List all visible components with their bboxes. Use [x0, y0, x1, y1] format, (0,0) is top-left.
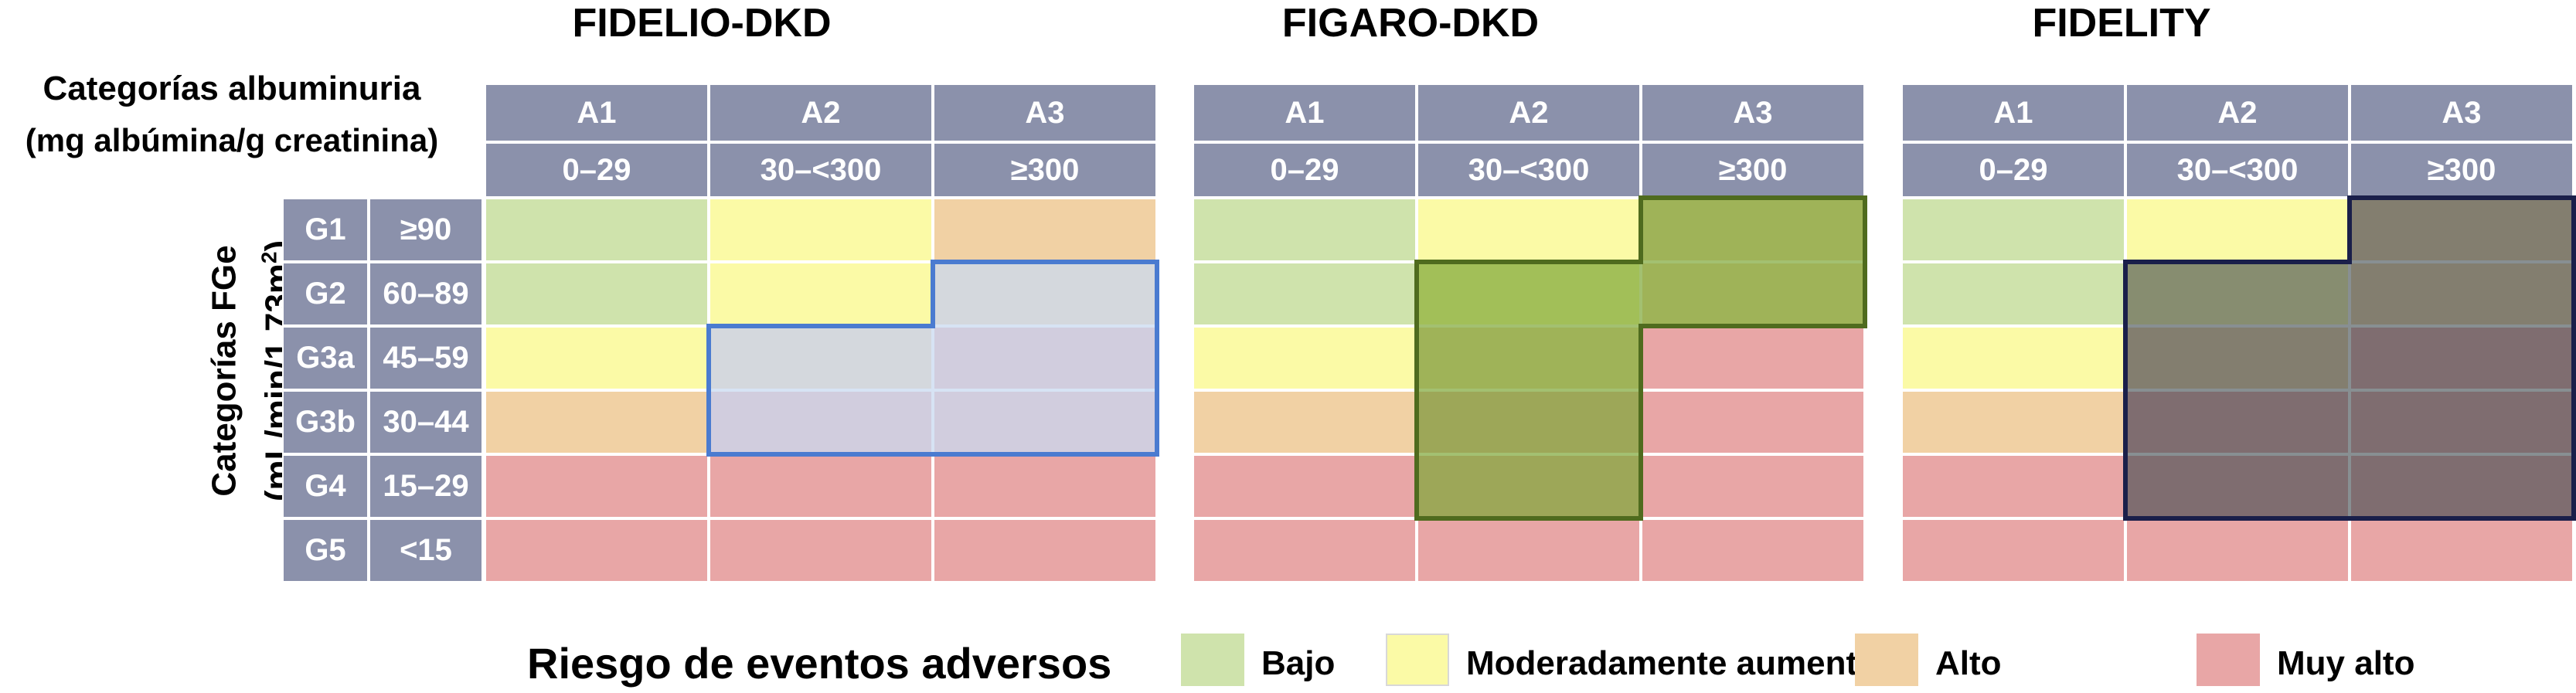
population-cell — [2350, 326, 2574, 390]
gfr-row-code: G4 — [282, 454, 369, 518]
trial-title-fidelity: FIDELITY — [2032, 1, 2211, 46]
risk-cell-low — [485, 262, 709, 326]
risk-cell-low — [1193, 198, 1417, 262]
population-cell — [933, 262, 1157, 326]
legend-swatch-high — [1855, 634, 1918, 686]
albuminuria-col-range: 0–29 — [485, 142, 709, 198]
population-cell — [1417, 262, 1641, 326]
albuminuria-col-range: ≥300 — [933, 142, 1157, 198]
risk-cell-very-high — [485, 518, 709, 583]
population-cell — [2350, 198, 2574, 262]
albuminuria-col-code: A2 — [1417, 83, 1641, 142]
population-cell — [933, 390, 1157, 454]
albuminuria-col-code: A1 — [485, 83, 709, 142]
population-cell — [709, 390, 933, 454]
albuminuria-col-range: 30–<300 — [2125, 142, 2350, 198]
population-region-figaro-dkd — [1414, 195, 1867, 521]
albuminuria-title-line2: (mg albúmina/g creatinina) — [25, 122, 439, 158]
gfr-row-code: G3a — [282, 326, 369, 390]
gfr-row-code: G1 — [282, 198, 369, 262]
legend-label-moderate: Moderadamente aumentado — [1466, 644, 1918, 682]
population-cell — [2125, 326, 2350, 390]
albuminuria-col-range: 30–<300 — [1417, 142, 1641, 198]
population-cell — [2350, 454, 2574, 518]
population-region-fidelio-dkd — [706, 260, 1159, 457]
risk-cell-very-high — [1641, 518, 1865, 583]
risk-cell-very-high — [2350, 518, 2574, 583]
risk-cell-very-high — [1193, 454, 1417, 518]
population-cell — [2125, 390, 2350, 454]
albuminuria-title-line1: Categorías albuminuria — [43, 70, 421, 107]
gfr-row-code: G2 — [282, 262, 369, 326]
risk-cell-low — [1901, 262, 2125, 326]
legend-title: Riesgo de eventos adversos — [527, 639, 1112, 688]
trial-title-fidelio: FIDELIO-DKD — [572, 1, 832, 46]
population-cell — [1641, 262, 1865, 326]
albuminuria-col-code: A3 — [1641, 83, 1865, 142]
albuminuria-col-range: 0–29 — [1901, 142, 2125, 198]
risk-cell-very-high — [933, 518, 1157, 583]
population-cell — [2125, 454, 2350, 518]
gfr-row-range: <15 — [369, 518, 483, 583]
gfr-row-range: 15–29 — [369, 454, 483, 518]
legend-swatch-very-high — [2197, 634, 2260, 686]
gfr-row-code: G3b — [282, 390, 369, 454]
gfr-title-line1: Categorías FGe — [205, 245, 243, 497]
albuminuria-col-code: A2 — [2125, 83, 2350, 142]
risk-cell-very-high — [1641, 326, 1865, 390]
risk-cell-very-high — [709, 518, 933, 583]
risk-cell-low — [1193, 262, 1417, 326]
gfr-row-range: ≥90 — [369, 198, 483, 262]
albuminuria-col-code: A1 — [1901, 83, 2125, 142]
legend-swatch-moderate — [1386, 634, 1449, 686]
risk-cell-very-high — [1641, 390, 1865, 454]
albuminuria-col-range: ≥300 — [1641, 142, 1865, 198]
gfr-row-range: 45–59 — [369, 326, 483, 390]
albuminuria-col-code: A1 — [1193, 83, 1417, 142]
population-cell — [2350, 390, 2574, 454]
risk-cell-moderate — [1193, 326, 1417, 390]
legend-label-low: Bajo — [1261, 644, 1336, 682]
risk-cell-high — [1901, 390, 2125, 454]
population-cell — [2125, 262, 2350, 326]
risk-cell-low — [485, 198, 709, 262]
population-cell — [933, 326, 1157, 390]
legend-label-high: Alto — [1935, 644, 2002, 682]
population-region-fidelity — [2123, 195, 2576, 521]
risk-cell-very-high — [1901, 518, 2125, 583]
risk-cell-very-high — [1417, 518, 1641, 583]
risk-cell-very-high — [485, 454, 709, 518]
gfr-row-range: 60–89 — [369, 262, 483, 326]
legend-label-very-high: Muy alto — [2277, 644, 2415, 682]
legend-swatch-low — [1181, 634, 1244, 686]
albuminuria-col-range: ≥300 — [2350, 142, 2574, 198]
population-cell — [1641, 198, 1865, 262]
risk-cell-low — [1901, 198, 2125, 262]
albuminuria-col-range: 30–<300 — [709, 142, 933, 198]
risk-cell-very-high — [1193, 518, 1417, 583]
population-cell — [709, 326, 933, 390]
population-cell — [1417, 454, 1641, 518]
risk-cell-moderate — [1417, 198, 1641, 262]
risk-cell-high — [933, 198, 1157, 262]
population-cell — [2350, 262, 2574, 326]
gfr-row-range: 30–44 — [369, 390, 483, 454]
albuminuria-col-code: A2 — [709, 83, 933, 142]
population-cell — [1417, 326, 1641, 390]
albuminuria-col-code: A3 — [933, 83, 1157, 142]
albuminuria-col-range: 0–29 — [1193, 142, 1417, 198]
risk-cell-very-high — [1641, 454, 1865, 518]
gfr-row-code: G5 — [282, 518, 369, 583]
risk-cell-moderate — [709, 198, 933, 262]
risk-cell-high — [1193, 390, 1417, 454]
trial-title-figaro: FIGARO-DKD — [1281, 1, 1540, 46]
albuminuria-col-code: A3 — [2350, 83, 2574, 142]
risk-cell-very-high — [1901, 454, 2125, 518]
population-cell — [1417, 390, 1641, 454]
risk-cell-high — [485, 390, 709, 454]
